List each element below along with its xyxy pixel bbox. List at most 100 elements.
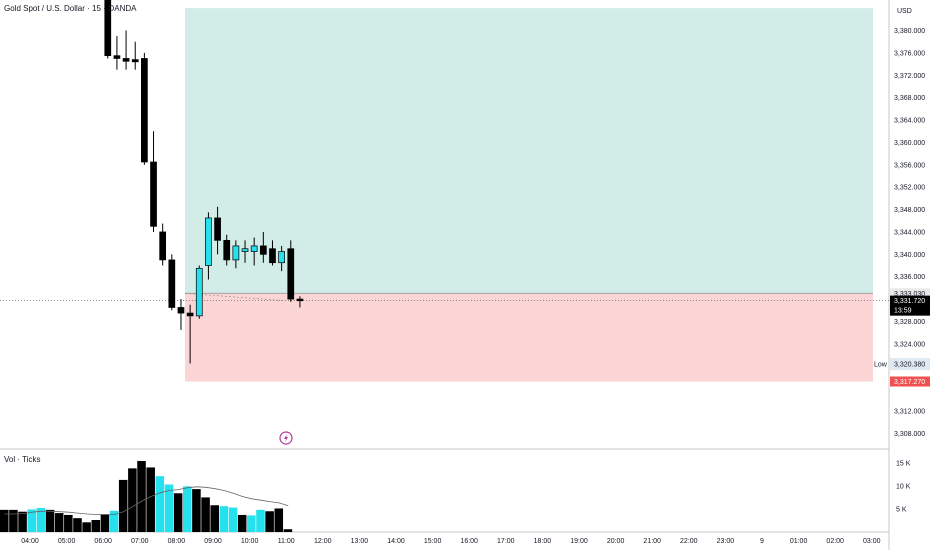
countdown-label: 13:59: [894, 308, 912, 315]
low-price-label: 3,320.380: [894, 362, 925, 369]
time-tick-label: 07:00: [131, 538, 149, 545]
candle-body: [250, 245, 258, 252]
candle-body: [113, 55, 121, 59]
time-tick-label: 12:00: [314, 538, 332, 545]
volume-tick-label: 5 K: [896, 506, 907, 513]
price-tick-label: 3,312.000: [894, 409, 925, 416]
chart-title: Gold Spot / U.S. Dollar · 15 · OANDA: [4, 4, 137, 13]
time-tick-label: 19:00: [570, 538, 588, 545]
volume-bar: [27, 509, 36, 532]
volume-bar: [183, 486, 192, 532]
volume-bar: [137, 460, 146, 532]
volume-bar: [0, 509, 9, 532]
time-tick-label: 23:00: [717, 538, 735, 545]
candle-body: [131, 59, 139, 63]
stop-badge: [890, 376, 930, 387]
volume-bar: [155, 476, 165, 532]
price-tick-label: 3,348.000: [894, 207, 925, 214]
candle-body: [232, 245, 240, 261]
time-tick-label: 06:00: [94, 538, 112, 545]
candle-body: [214, 217, 221, 241]
volume-bar: [45, 509, 55, 532]
volume-bar: [109, 510, 119, 532]
time-tick-label: 11:00: [278, 538, 295, 545]
volume-bar: [18, 511, 27, 532]
candle-body: [141, 58, 148, 163]
candle-body: [259, 245, 267, 255]
candle-body: [195, 267, 203, 317]
volume-bar: [91, 520, 101, 532]
volume-tick-label: 15 K: [896, 460, 911, 467]
price-tick-label: 3,336.000: [894, 274, 925, 281]
price-tick-label: 3,340.000: [894, 252, 925, 259]
time-tick-label: 20:00: [607, 538, 625, 545]
volume-bar: [146, 467, 155, 532]
time-tick-label: 9: [760, 538, 764, 545]
current-price-badge: [890, 295, 930, 316]
time-tick-label: 08:00: [168, 538, 186, 545]
volume-bar: [54, 513, 64, 532]
volume-bar: [128, 468, 137, 532]
price-tick-label: 3,352.000: [894, 185, 925, 192]
volume-bar: [164, 484, 174, 532]
volume-bar: [36, 508, 46, 532]
time-tick-label: 10:00: [241, 538, 259, 545]
entry-price-label: 3,333.030: [894, 291, 925, 298]
candle-body: [241, 248, 249, 252]
candle-body: [278, 251, 285, 264]
candle-body: [223, 239, 231, 261]
time-tick-label: 21:00: [643, 538, 661, 545]
candle-body: [159, 231, 167, 261]
time-tick-label: 17:00: [497, 538, 515, 545]
price-tick-label: 3,376.000: [894, 50, 925, 57]
volume-bar: [64, 514, 73, 532]
volume-bar: [173, 493, 183, 532]
volume-bar: [274, 508, 284, 532]
volume-tick-label: 10 K: [896, 483, 911, 490]
time-tick-label: 03:00: [863, 538, 881, 545]
time-tick-label: 04:00: [21, 538, 39, 545]
volume-bar: [100, 514, 110, 532]
volume-bar: [201, 497, 210, 532]
price-tick-label: 3,356.000: [894, 162, 925, 169]
price-tick-label: 3,360.000: [894, 140, 925, 147]
time-tick-label: 02:00: [826, 538, 844, 545]
current-price-label: 3,331.720: [894, 298, 925, 305]
volume-bar: [219, 506, 229, 532]
time-tick-label: 22:00: [680, 538, 698, 545]
low-badge: [890, 358, 930, 371]
price-tick-label: 3,368.000: [894, 95, 925, 102]
candle-body: [269, 248, 276, 264]
price-tick-label: 3,364.000: [894, 118, 925, 125]
price-tick-label: 3,308.000: [894, 431, 925, 438]
price-tick-label: 3,344.000: [894, 229, 925, 236]
volume-ma-line: [4, 486, 289, 515]
time-tick-label: 14:00: [387, 538, 405, 545]
volume-bar: [247, 515, 256, 532]
candle-body: [177, 307, 185, 314]
stop-price-label: 3,317.270: [894, 379, 925, 386]
candle-body: [287, 248, 295, 300]
volume-bar: [192, 489, 201, 532]
price-tick-label: 3,380.000: [894, 28, 925, 35]
volume-bar: [265, 511, 274, 532]
volume-bar: [9, 509, 18, 532]
stop-loss-zone: [185, 293, 873, 382]
currency-label: USD: [897, 8, 912, 15]
volume-bar: [118, 479, 128, 532]
volume-bar: [237, 514, 247, 532]
lightning-icon[interactable]: [279, 431, 293, 445]
time-tick-label: 16:00: [460, 538, 478, 545]
volume-bar: [228, 507, 238, 532]
time-tick-label: 01:00: [790, 538, 808, 545]
candle-body: [205, 217, 212, 266]
volume-bar: [210, 505, 219, 532]
low-label: Low: [874, 362, 888, 369]
volume-bar: [283, 529, 293, 532]
candle-body: [296, 298, 304, 302]
volume-bar: [82, 522, 91, 532]
time-tick-label: 13:00: [351, 538, 369, 545]
candle-body: [168, 259, 176, 308]
candle-body: [122, 58, 130, 62]
